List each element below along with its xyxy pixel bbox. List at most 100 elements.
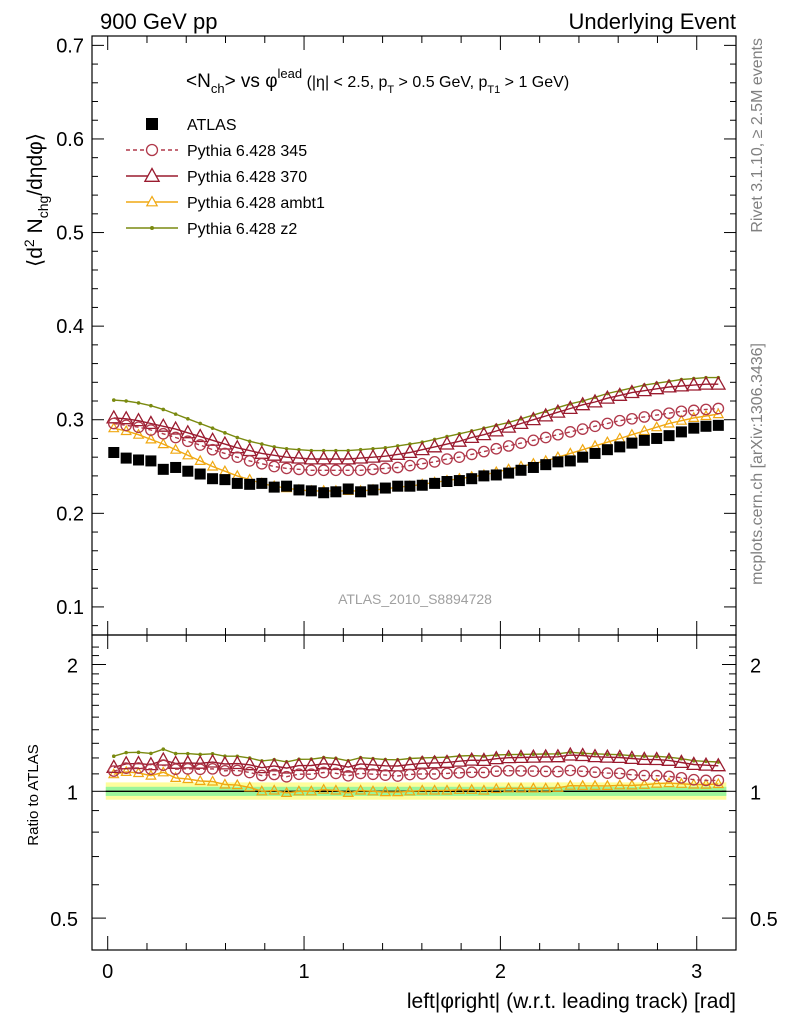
ratio-series-2-point xyxy=(439,754,455,768)
atlas-point xyxy=(577,451,589,463)
ratio-ytick-label-right: 1 xyxy=(750,782,761,804)
series-4-point xyxy=(260,442,264,446)
atlas-point xyxy=(268,481,280,493)
series-4-point xyxy=(149,403,153,408)
ratio-series-1-point xyxy=(317,766,330,779)
atlas-point xyxy=(515,464,527,476)
atlas-point xyxy=(416,479,428,491)
series-2-point xyxy=(587,393,603,408)
ratio-series-1-point xyxy=(231,764,244,777)
series-1-point xyxy=(650,409,663,421)
series-1-point xyxy=(675,405,688,418)
ratio-series-1-point xyxy=(391,770,404,782)
series-3-point xyxy=(182,449,194,460)
ratio-series-2-point xyxy=(340,758,357,773)
ratio-series-4-point xyxy=(149,751,153,756)
title-sub2: T xyxy=(387,84,394,96)
ratio-series-3-point xyxy=(539,782,552,793)
ratio-ytick-label-right: 2 xyxy=(750,656,761,678)
ratio-series-1-point xyxy=(342,769,355,782)
ratio-series-1-point xyxy=(712,774,725,787)
series-1-point xyxy=(601,417,614,430)
legend: ATLAS Pythia 6.428 345 Pythia 6.428 370 Pyt… xyxy=(126,117,325,238)
legend-entry: ATLAS xyxy=(146,117,237,134)
title-sup: lead xyxy=(278,66,303,81)
series-1-point xyxy=(219,447,231,460)
ratio-series-2-point xyxy=(204,753,221,768)
series-4-point xyxy=(111,398,116,402)
series-2-point xyxy=(229,439,246,454)
atlas-point xyxy=(688,422,700,434)
mcplots-label: mcplots.cern.ch [arXiv:1306.3436] xyxy=(749,343,766,585)
ratio-series-1-point xyxy=(194,763,207,776)
ratio-series-4-point xyxy=(531,752,536,756)
series-4-point xyxy=(284,446,289,451)
series-4-point xyxy=(358,447,363,452)
title-sub3: T1 xyxy=(487,84,500,96)
series-1-point xyxy=(342,464,355,477)
ratio-series-2-point xyxy=(500,749,517,764)
ratio-series-1-point xyxy=(663,770,675,783)
atlas-point xyxy=(589,447,601,459)
ratio-series-2-point xyxy=(599,748,616,763)
ratio-series-1-point xyxy=(255,769,268,782)
atlas-point xyxy=(133,454,145,466)
ratio-series-3-point xyxy=(354,784,367,795)
title-cond3: > 1 GeV) xyxy=(500,74,569,91)
series-1-point xyxy=(255,457,268,470)
ratio-series-1-point xyxy=(404,768,416,781)
ratio-ytick-label-right: 0.5 xyxy=(750,909,778,931)
series-1-point xyxy=(169,431,182,444)
ratio-series-3-point xyxy=(305,785,318,796)
ratio-series-3-point xyxy=(650,777,663,788)
ratio-series-2-point xyxy=(673,754,690,769)
ratio-series-1-point xyxy=(243,766,256,779)
ratio-series-3-point xyxy=(157,766,170,777)
ratio-series-1-line xyxy=(113,764,719,782)
ratio-series-3-point xyxy=(120,765,132,777)
ratio-series-3-point xyxy=(182,772,194,784)
series-2-point xyxy=(278,448,295,463)
ratio-series-1-point xyxy=(675,771,688,784)
ratio-series-1-point xyxy=(268,768,281,781)
ratio-series-3-point xyxy=(219,778,231,789)
series-2-point xyxy=(118,410,134,425)
atlas-point xyxy=(379,482,391,494)
atlas-point xyxy=(182,465,194,477)
ratio-series-4-point xyxy=(605,752,610,757)
xtick-label: 3 xyxy=(691,961,702,983)
atlas-point xyxy=(157,463,169,475)
legend-marker xyxy=(143,167,161,182)
ratio-series-1-point xyxy=(552,765,564,778)
series-4-point xyxy=(309,448,314,453)
main-ytick-label: 0.2 xyxy=(56,503,84,525)
ratio-series-2-point xyxy=(476,752,492,767)
series-3-point xyxy=(638,424,651,436)
series-4-point xyxy=(395,444,400,448)
ratio-series-1-point xyxy=(428,768,441,780)
ratio-series-3-point xyxy=(391,785,404,797)
ratio-series-2-point xyxy=(365,756,381,771)
ratio-series-1-point xyxy=(354,767,367,780)
series-1-line xyxy=(113,407,719,471)
series-4-point xyxy=(346,448,351,453)
series-2-point xyxy=(414,441,431,456)
ratio-series-2-point xyxy=(587,748,603,763)
ratio-series-2-point xyxy=(352,755,369,770)
ratio-series-3-point xyxy=(638,778,651,789)
main-ytick-label: 0.5 xyxy=(56,223,84,245)
ratio-series-3-point xyxy=(700,778,712,789)
rivet-label: Rivet 3.1.10, ≥ 2.5M events xyxy=(749,38,766,233)
series-3-point xyxy=(194,454,206,465)
series-3-point xyxy=(169,443,182,454)
ratio-series-1-point xyxy=(120,762,133,774)
title-main: <N xyxy=(186,71,211,92)
series-1-point xyxy=(379,462,392,475)
atlas-point xyxy=(120,452,132,464)
ratio-series-3-point xyxy=(515,782,527,793)
ratio-series-1-point xyxy=(379,769,392,781)
ratio-series-4-point xyxy=(506,752,511,757)
ratio-series-3-point xyxy=(404,785,416,796)
atlas-point xyxy=(552,456,564,468)
